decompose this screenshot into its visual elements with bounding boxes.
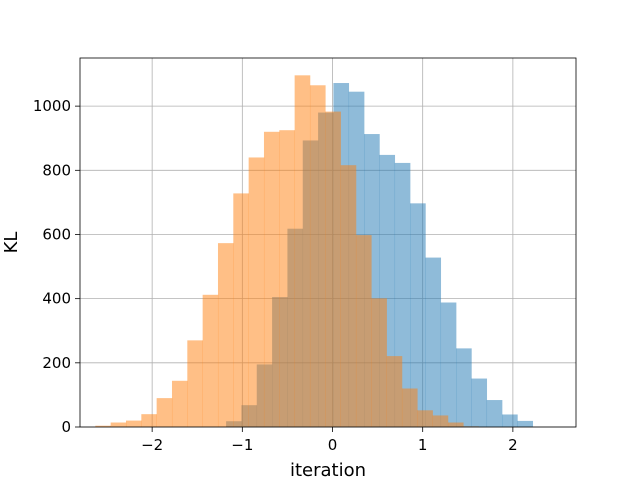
plot-frame (79, 57, 577, 428)
x-tick-label: 0 (328, 436, 338, 454)
histogram-bar-series-1 (410, 203, 426, 427)
histogram-bar-series-2 (125, 420, 142, 427)
histogram-bar-series-2 (447, 422, 464, 427)
histogram-bar-series-2 (417, 410, 433, 427)
histogram-bar-series-2 (187, 340, 203, 427)
y-tick-label: 800 (42, 161, 71, 179)
histogram-bar-series-2 (95, 425, 111, 427)
histogram-bar-series-2 (386, 356, 403, 427)
histogram-bar-series-2 (309, 85, 326, 427)
histogram-bar-series-1 (471, 378, 488, 427)
y-tick-label: 600 (42, 225, 71, 243)
histogram-bar-series-1 (502, 414, 518, 427)
histogram-bar-series-2 (279, 130, 295, 427)
x-tick-label: 2 (508, 436, 518, 454)
histogram-bar-series-2 (401, 388, 418, 427)
histogram-bar-series-2 (294, 75, 311, 427)
histogram-bar-series-1 (486, 400, 503, 427)
histogram-bar-series-1 (440, 302, 457, 427)
histogram-bar-series-1 (456, 348, 472, 427)
histogram-bar-series-2 (325, 111, 341, 428)
histogram-bar-series-2 (141, 414, 157, 427)
x-axis-label: iteration (290, 460, 366, 480)
histogram-bar-series-2 (263, 131, 280, 428)
y-axis-label: KL (1, 232, 22, 254)
x-tick-label: −1 (231, 436, 253, 454)
histogram-bar-series-2 (248, 157, 265, 428)
histogram-bar-series-2 (217, 243, 234, 427)
y-tick-label: 200 (42, 354, 71, 372)
x-tick-label: 1 (418, 436, 428, 454)
histogram-bar-series-2 (233, 193, 249, 427)
histogram-bar-series-2 (340, 165, 357, 427)
y-tick-label: 400 (42, 290, 71, 308)
histogram-bar-series-2 (355, 235, 372, 427)
histogram-bar-series-2 (371, 298, 387, 427)
histogram-bar-series-1 (425, 257, 442, 427)
histogram-bar-series-2 (202, 294, 219, 427)
bars (95, 75, 534, 428)
histogram-bar-series-2 (110, 422, 127, 427)
x-tick-label: −2 (141, 436, 163, 454)
x-axis: −2 −1 0 1 2 (141, 427, 518, 454)
y-axis: 0 200 400 600 800 1000 (33, 97, 80, 436)
y-tick-label: 1000 (33, 97, 71, 115)
histogram-bar-series-2 (156, 398, 173, 427)
y-tick-label: 0 (61, 418, 71, 436)
histogram-bar-series-2 (432, 415, 449, 427)
histogram-bar-series-1 (517, 420, 534, 427)
histogram-bar-series-2 (171, 380, 188, 427)
